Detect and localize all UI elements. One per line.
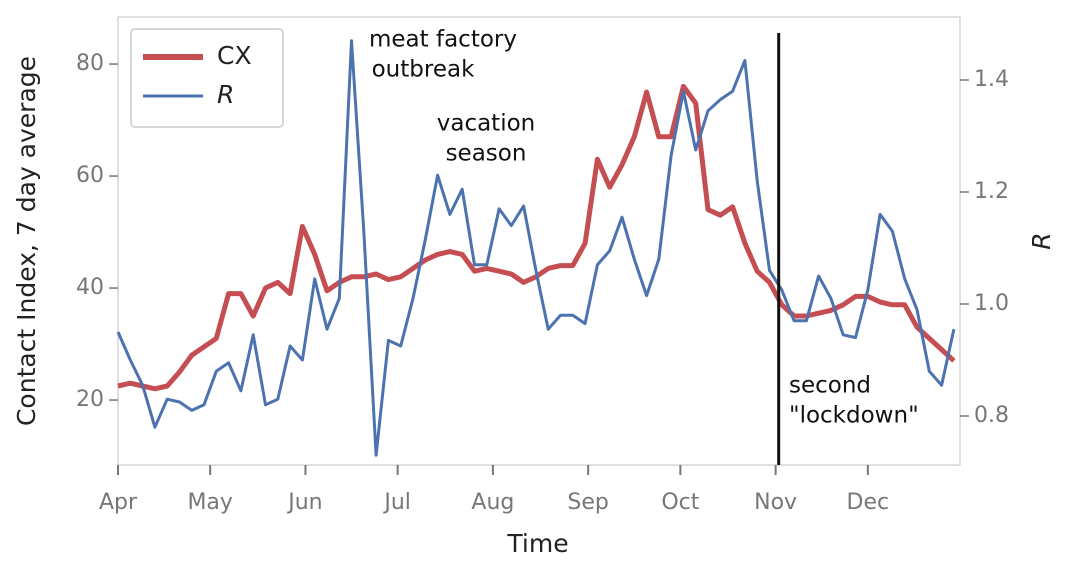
series-line bbox=[116, 39, 956, 457]
y2-tick-label: 1.4 bbox=[974, 67, 1009, 92]
annotation: meat factory bbox=[369, 27, 517, 53]
series-line bbox=[117, 83, 956, 392]
x-tick-label: Sep bbox=[567, 490, 608, 515]
y-tick-label: 60 bbox=[76, 163, 104, 188]
plot-frame bbox=[117, 16, 961, 466]
annotation: vacation bbox=[437, 111, 536, 137]
x-tick-label: Apr bbox=[99, 490, 138, 515]
y-tick-label: 20 bbox=[76, 387, 104, 412]
y2-tick-label: 1.0 bbox=[974, 291, 1009, 316]
x-tick-label: Dec bbox=[847, 490, 890, 515]
y2-tick-label: 0.8 bbox=[974, 403, 1009, 428]
x-tick-label: May bbox=[187, 490, 232, 515]
y2-axis-label: R bbox=[1027, 232, 1056, 249]
annotation: second bbox=[789, 373, 871, 399]
legend-label: CX bbox=[217, 41, 252, 70]
legend-box bbox=[130, 28, 284, 128]
y-tick-label: 40 bbox=[76, 275, 104, 300]
legend-label: R bbox=[217, 80, 234, 109]
y-tick-label: 80 bbox=[76, 51, 104, 76]
annotation: season bbox=[446, 141, 527, 167]
x-tick-label: Oct bbox=[661, 490, 699, 515]
annotation: outbreak bbox=[372, 57, 475, 83]
annotation: "lockdown" bbox=[789, 403, 919, 429]
x-tick-label: Jun bbox=[286, 490, 322, 515]
x-axis-label: Time bbox=[506, 529, 568, 558]
y-axis-label: Contact Index, 7 day average bbox=[12, 56, 41, 426]
x-tick-label: Jul bbox=[382, 490, 411, 515]
y2-tick-label: 1.2 bbox=[974, 179, 1009, 204]
x-tick-label: Aug bbox=[471, 490, 514, 515]
x-tick-label: Nov bbox=[754, 490, 797, 515]
